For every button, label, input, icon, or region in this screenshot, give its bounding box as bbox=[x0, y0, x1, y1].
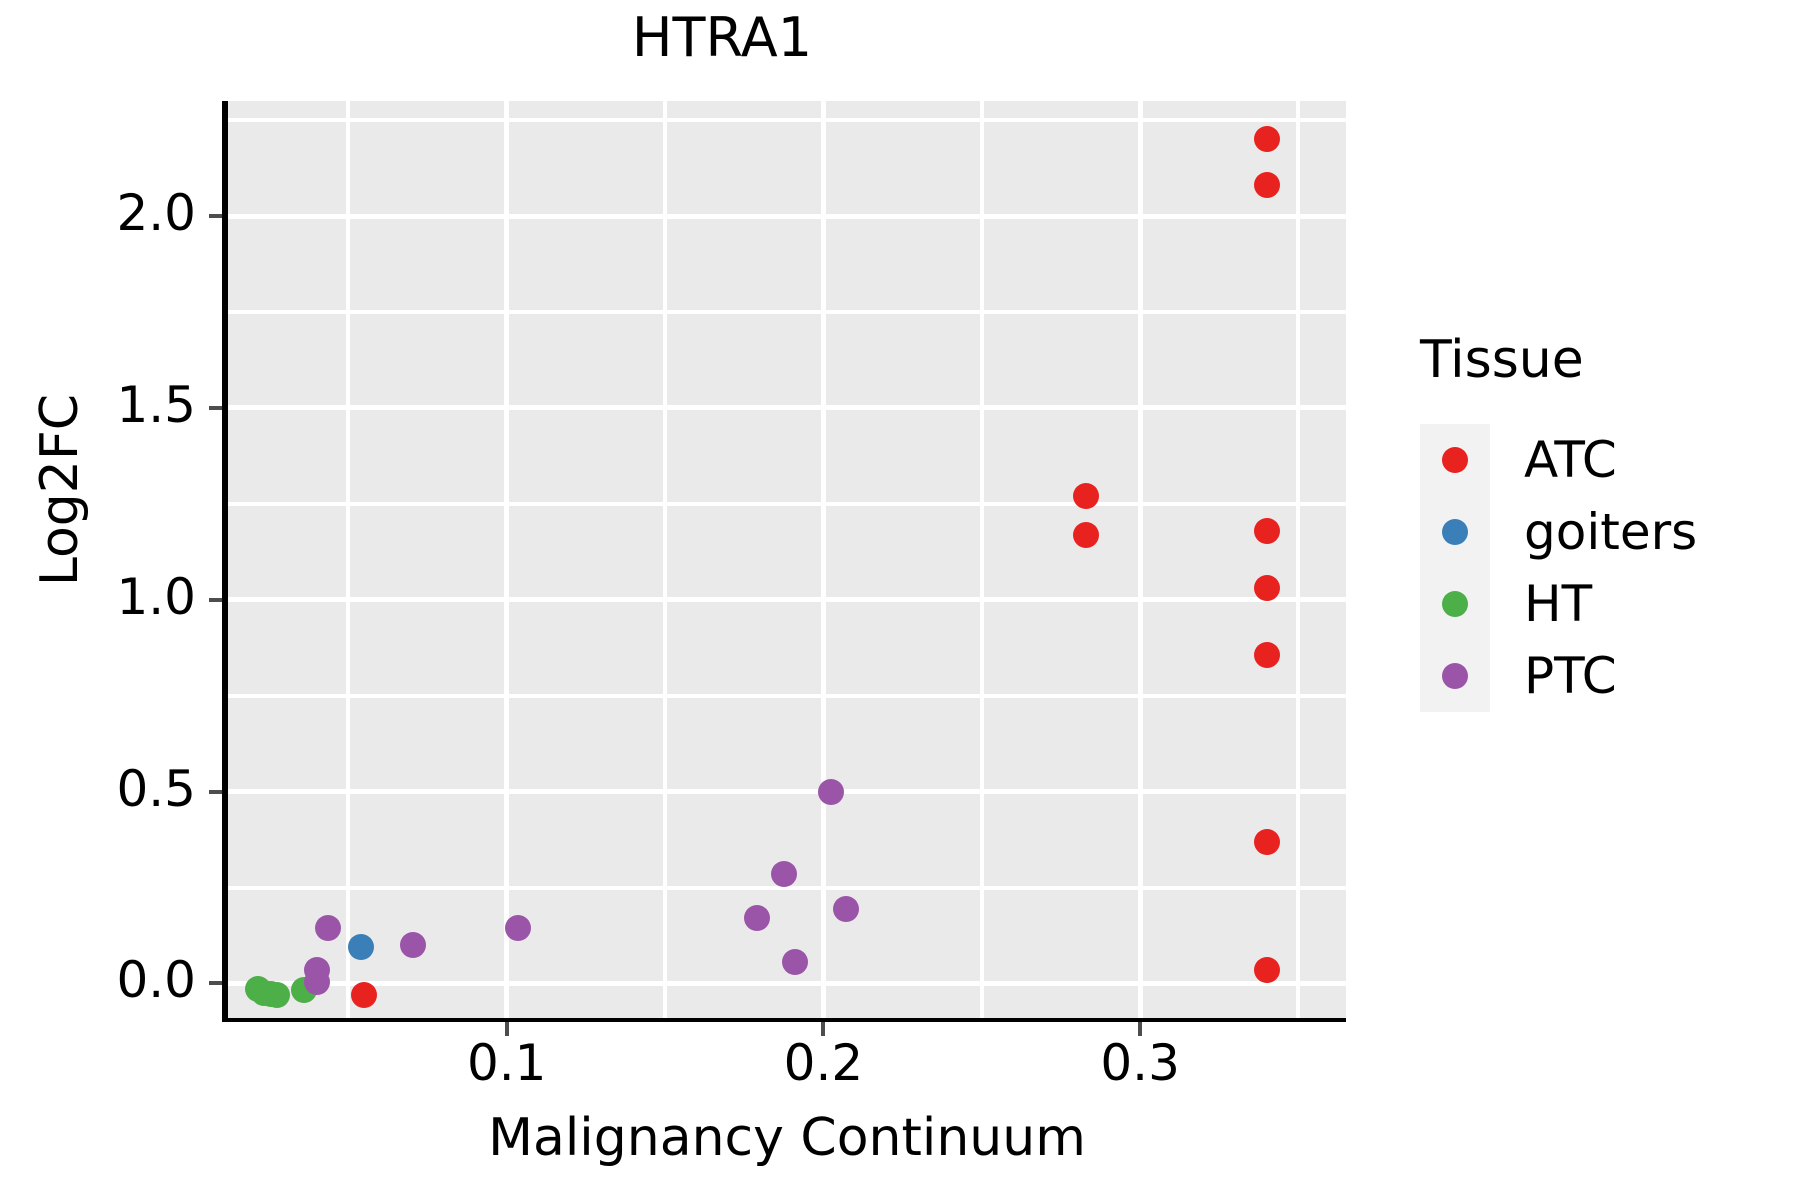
data-point-ht bbox=[264, 981, 291, 1008]
plot-panel bbox=[228, 101, 1346, 1018]
y-axis-tick-label: 0.5 bbox=[116, 759, 196, 818]
legend-dot-icon bbox=[1442, 519, 1468, 545]
y-axis-tick-label: 1.0 bbox=[116, 567, 196, 626]
gridline-horizontal-minor bbox=[228, 501, 1346, 506]
data-point-ptc bbox=[400, 932, 427, 959]
x-axis-tick-label: 0.2 bbox=[783, 1034, 864, 1092]
legend-item-ptc[interactable]: PTC bbox=[1420, 640, 1780, 712]
gridline-vertical-minor bbox=[979, 101, 984, 1018]
legend-item-ht[interactable]: HT bbox=[1420, 568, 1780, 640]
data-point-atc bbox=[351, 981, 378, 1008]
legend-item-label: HT bbox=[1524, 575, 1593, 633]
legend-key-swatch bbox=[1420, 424, 1490, 496]
data-point-ptc bbox=[743, 905, 770, 932]
legend-item-atc[interactable]: ATC bbox=[1420, 424, 1780, 496]
y-axis-label: Log2FC bbox=[30, 393, 90, 587]
x-axis-tick bbox=[504, 1022, 509, 1036]
data-point-ptc bbox=[818, 778, 845, 805]
gridline-horizontal bbox=[228, 213, 1346, 219]
gridline-horizontal-minor bbox=[228, 310, 1346, 315]
legend-item-label: ATC bbox=[1524, 431, 1617, 489]
x-axis-line bbox=[222, 1016, 1346, 1022]
gridline-horizontal-minor bbox=[228, 885, 1346, 890]
data-point-atc bbox=[1253, 172, 1280, 199]
gridline-horizontal bbox=[228, 789, 1346, 795]
legend-key-swatch bbox=[1420, 640, 1490, 712]
gridline-vertical-minor bbox=[1296, 101, 1301, 1018]
y-axis-tick bbox=[209, 405, 222, 410]
data-point-atc bbox=[1253, 575, 1280, 602]
data-point-atc bbox=[1253, 126, 1280, 153]
legend-item-label: PTC bbox=[1524, 647, 1617, 705]
y-axis-tick bbox=[209, 789, 222, 794]
gridline-vertical-minor bbox=[663, 101, 668, 1018]
legend-entries: ATC goiters HT PTC bbox=[1420, 424, 1780, 712]
gridline-horizontal bbox=[228, 597, 1346, 603]
gridline-horizontal bbox=[228, 405, 1346, 411]
data-point-ptc bbox=[770, 861, 797, 888]
x-axis-label: Malignancy Continuum bbox=[488, 1108, 1086, 1168]
data-point-goiters bbox=[348, 934, 375, 961]
legend-dot-icon bbox=[1442, 447, 1468, 473]
data-point-ptc bbox=[314, 914, 341, 941]
x-axis-tick bbox=[1138, 1022, 1143, 1036]
legend-key-swatch bbox=[1420, 496, 1490, 568]
x-axis-tick-label: 0.3 bbox=[1100, 1034, 1180, 1092]
data-point-atc bbox=[1253, 828, 1280, 855]
data-point-ptc bbox=[832, 895, 859, 922]
legend-key-swatch bbox=[1420, 568, 1490, 640]
y-axis-line bbox=[222, 101, 228, 1022]
gridline-horizontal-minor bbox=[228, 693, 1346, 698]
y-axis-tick bbox=[209, 981, 222, 986]
legend-dot-icon bbox=[1442, 591, 1468, 617]
legend-title: Tissue bbox=[1420, 330, 1584, 390]
y-axis-tick bbox=[209, 597, 222, 602]
page-title: HTRA1 bbox=[631, 6, 813, 69]
data-point-atc bbox=[1073, 483, 1100, 510]
y-axis-tick-label: 0.0 bbox=[116, 951, 196, 1010]
data-point-atc bbox=[1253, 957, 1280, 984]
legend: Tissue ATC goiters HT PTC bbox=[1420, 330, 1780, 712]
data-point-ptc bbox=[504, 914, 531, 941]
data-point-ptc bbox=[781, 949, 808, 976]
legend-item-label: goiters bbox=[1524, 503, 1698, 561]
gridline-vertical bbox=[504, 101, 510, 1018]
gridline-horizontal bbox=[228, 980, 1346, 986]
data-point-atc bbox=[1073, 521, 1100, 548]
gridline-vertical bbox=[820, 101, 826, 1018]
legend-dot-icon bbox=[1442, 663, 1468, 689]
data-point-ptc bbox=[303, 968, 330, 995]
x-axis-tick bbox=[821, 1022, 826, 1036]
gridline-vertical-minor bbox=[346, 101, 351, 1018]
gridline-horizontal-minor bbox=[228, 118, 1346, 123]
y-axis-tick-label: 2.0 bbox=[116, 184, 196, 243]
gridline-vertical bbox=[1137, 101, 1143, 1018]
x-axis-tick-label: 0.1 bbox=[466, 1034, 547, 1092]
y-axis-tick-label: 1.5 bbox=[116, 375, 196, 434]
y-axis-tick bbox=[209, 214, 222, 219]
data-point-atc bbox=[1253, 642, 1280, 669]
data-point-atc bbox=[1253, 517, 1280, 544]
legend-item-goiters[interactable]: goiters bbox=[1420, 496, 1780, 568]
